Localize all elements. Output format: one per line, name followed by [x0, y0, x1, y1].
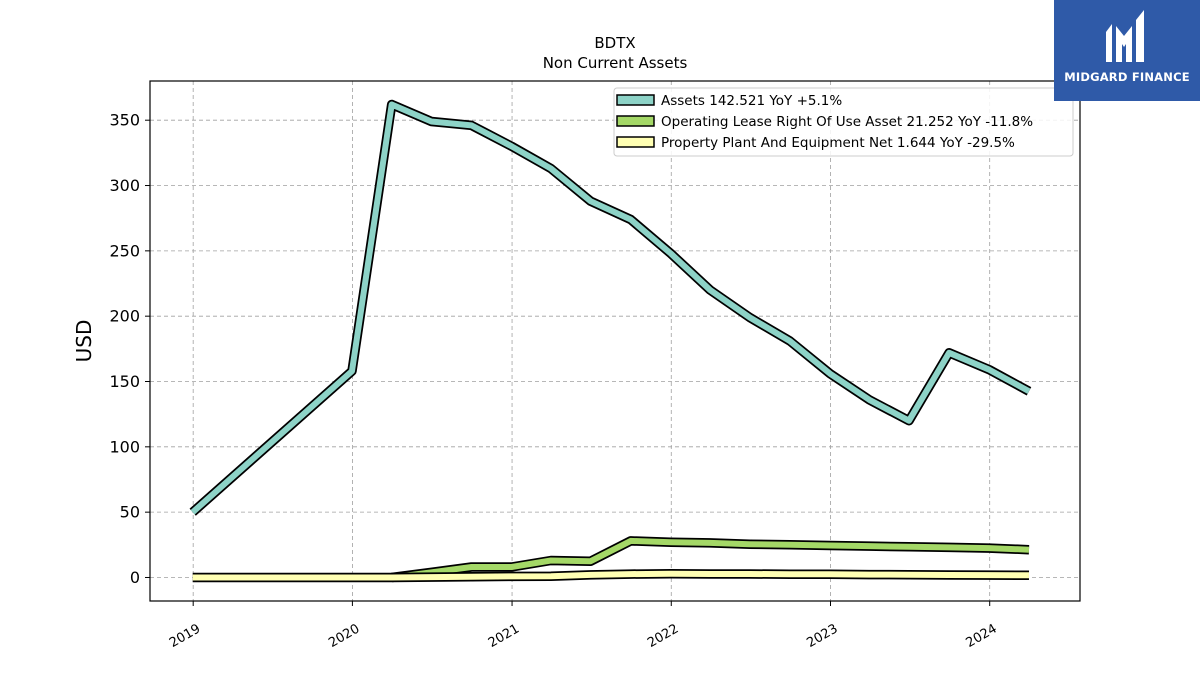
legend-item-2: Property Plant And Equipment Net 1.644 Y…: [616, 135, 1015, 151]
series-stroke: [190, 101, 1031, 515]
y-tick-label: 50: [120, 503, 140, 522]
x-tick-label: 2021: [486, 621, 522, 651]
legend-item-0: Assets 142.521 YoY +5.1%: [616, 93, 842, 109]
series-line-0: [189, 99, 1032, 516]
series-line-1: [391, 536, 1030, 583]
y-tick-label: 100: [109, 437, 140, 456]
chart-subtitle: Non Current Assets: [543, 54, 688, 72]
brand-logo: MIDGARD FINANCE: [1054, 0, 1200, 101]
y-axis-ticks: 0 50 100 150 200 250 300 350: [109, 111, 150, 587]
legend-box: [613, 87, 1074, 157]
legend-swatch: [616, 94, 655, 106]
y-tick-label: 0: [130, 568, 140, 587]
x-tick-label: 2020: [326, 621, 362, 651]
x-tick-label: 2024: [964, 621, 1000, 651]
x-axis-ticks: 2019 2020 2021 2022 2023 2024: [167, 601, 1000, 651]
chart-title: BDTX: [594, 34, 635, 52]
series-stroke: [192, 570, 1030, 581]
y-tick-label: 200: [109, 307, 140, 326]
plot-frame: [149, 80, 1081, 602]
y-tick-label: 150: [109, 372, 140, 391]
x-tick-label: 2019: [167, 621, 203, 651]
y-tick-label: 300: [109, 176, 140, 195]
legend-item-1: Operating Lease Right Of Use Asset 21.25…: [616, 114, 1033, 130]
legend-label: Property Plant And Equipment Net 1.644 Y…: [661, 135, 1015, 151]
y-axis-label: USD: [72, 320, 96, 363]
series-lines: [189, 99, 1032, 583]
y-tick-label: 350: [109, 111, 140, 130]
x-tick-label: 2022: [645, 621, 681, 651]
logo-mark-icon: [1106, 10, 1144, 62]
legend: Assets 142.521 YoY +5.1% Operating Lease …: [613, 87, 1074, 157]
series-line-2: [192, 569, 1030, 583]
logo-text: MIDGARD FINANCE: [1064, 70, 1190, 84]
y-tick-label: 250: [109, 241, 140, 260]
legend-label: Operating Lease Right Of Use Asset 21.25…: [661, 114, 1033, 130]
grid-lines: [150, 81, 1080, 601]
series-stroke: [391, 537, 1030, 581]
legend-swatch: [616, 136, 655, 148]
series-outline: [189, 99, 1032, 516]
legend-swatch: [616, 115, 655, 127]
x-tick-label: 2023: [804, 621, 840, 651]
legend-label: Assets 142.521 YoY +5.1%: [661, 93, 842, 109]
